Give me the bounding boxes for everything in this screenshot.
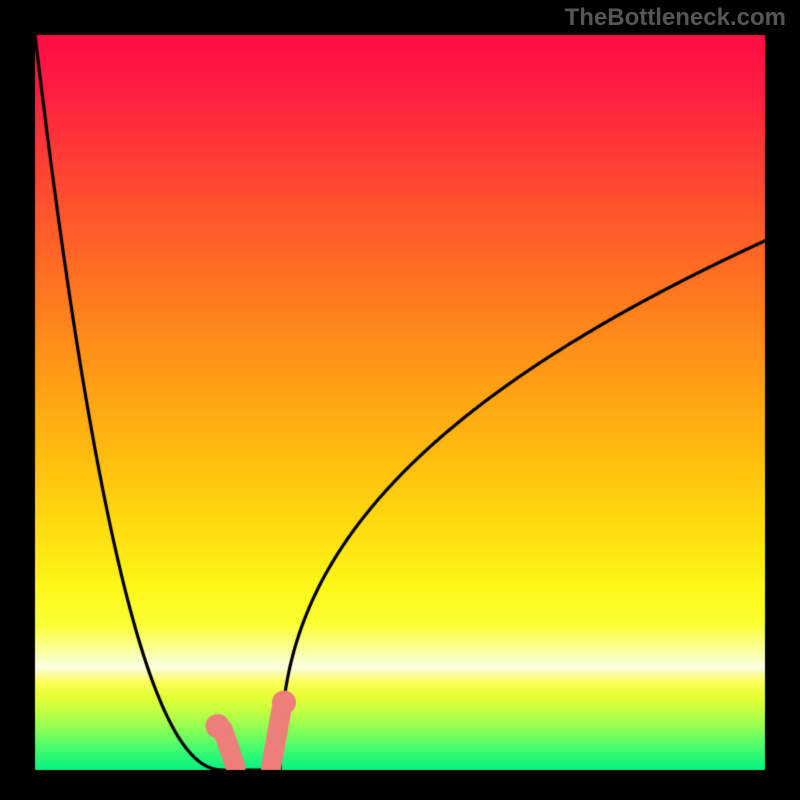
bottleneck-curve-chart [0, 0, 800, 800]
watermark-text: TheBottleneck.com [565, 4, 786, 32]
